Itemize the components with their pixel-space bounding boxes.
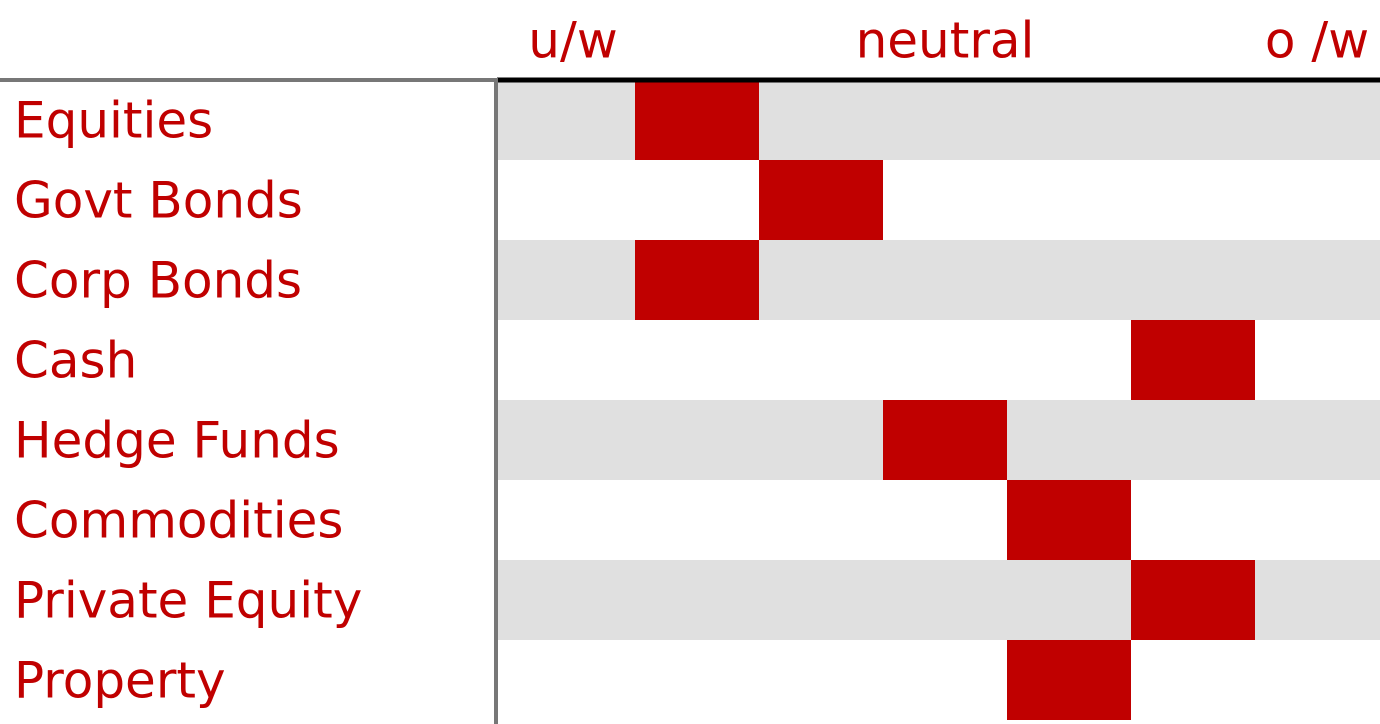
row-band [497,80,1380,160]
x-tick-label: u/w [528,12,617,70]
position-marker [1007,480,1131,560]
position-marker [635,80,759,160]
marks [635,80,1255,720]
row-label: Govt Bonds [14,172,303,230]
position-marker [1131,320,1255,400]
row-label: Corp Bonds [14,252,302,310]
row-label: Equities [14,92,213,150]
row-label: Property [14,652,226,710]
position-marker [759,160,883,240]
row-band [497,240,1380,320]
x-tick-label: neutral [856,12,1035,70]
row-label: Cash [14,332,137,390]
row-label: Private Equity [14,572,362,630]
position-marker [635,240,759,320]
position-marker [883,400,1007,480]
x-tick-label: o /w [1265,12,1369,70]
position-marker [1131,560,1255,640]
row-label: Hedge Funds [14,412,340,470]
position-marker [1007,640,1131,720]
row-label: Commodities [14,492,343,550]
